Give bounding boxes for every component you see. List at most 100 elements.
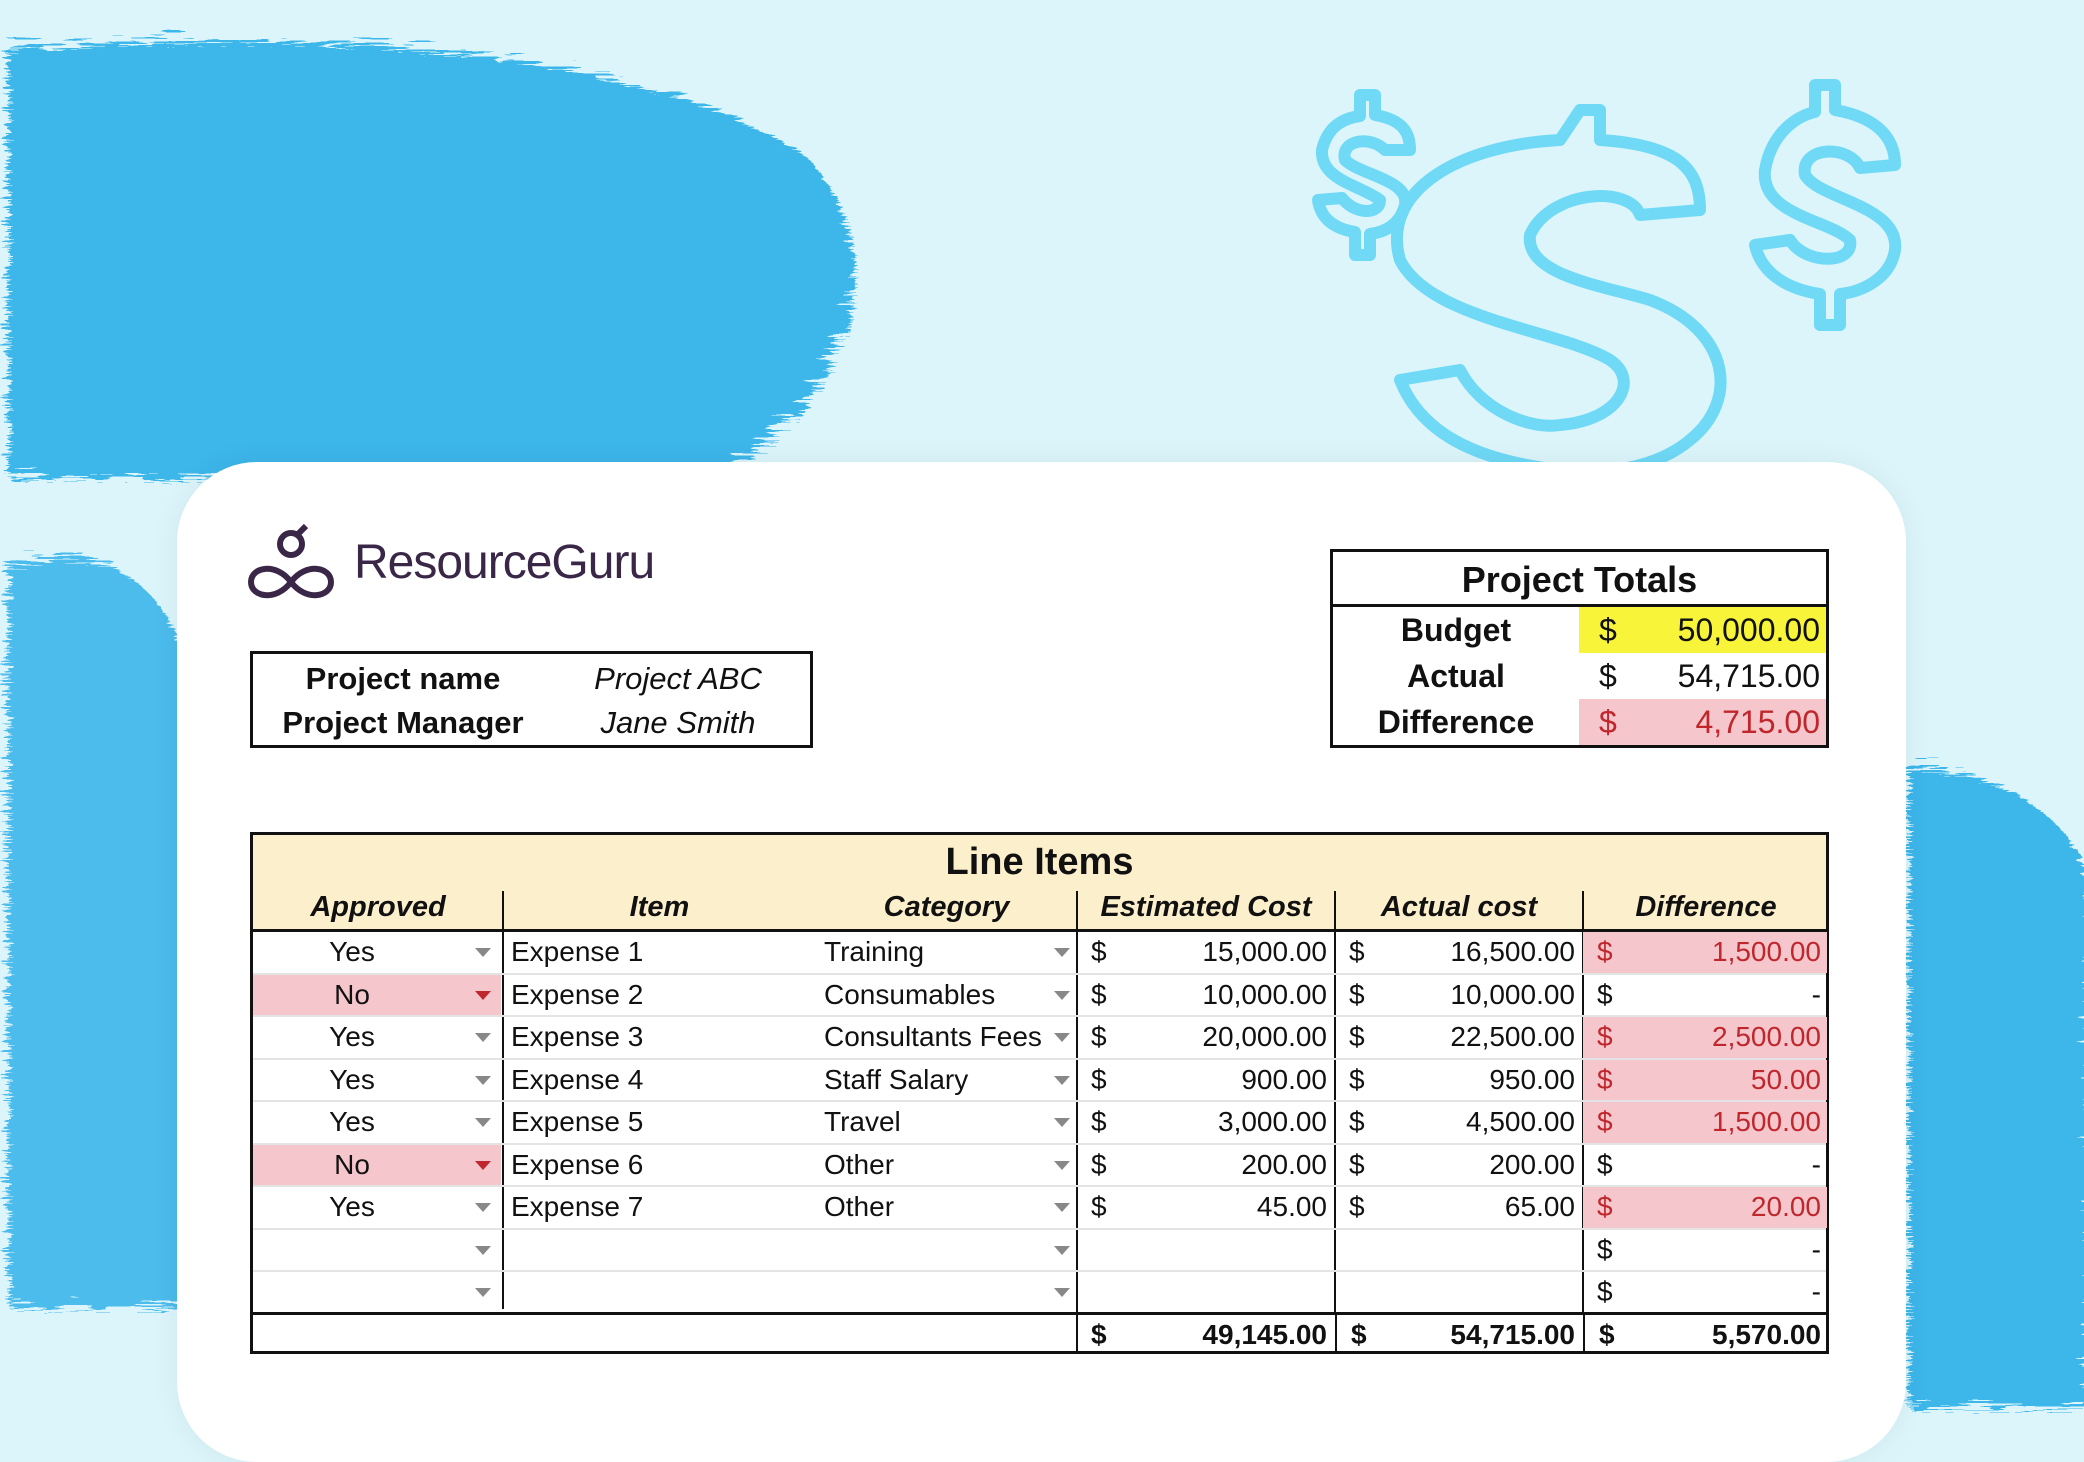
diff-cell[interactable]: $ - (1583, 1272, 1827, 1313)
currency: $ (1597, 1191, 1613, 1223)
chevron-down-icon[interactable] (475, 1118, 491, 1127)
category-dropdown[interactable]: Staff Salary (824, 1060, 1074, 1101)
approved-value: Yes (329, 1191, 375, 1223)
item-cell[interactable]: Expense 7 (511, 1191, 644, 1223)
column-header: Actual cost (1380, 891, 1538, 923)
chevron-down-icon[interactable] (475, 990, 491, 1000)
currency: $ (1091, 1021, 1107, 1053)
table-row: Yes Expense 1 Training $15,000.00 $16,500.00… (253, 932, 1827, 975)
category-dropdown[interactable]: Travel (824, 1102, 1074, 1143)
diff-cell[interactable]: $ - (1583, 1145, 1827, 1186)
diff-amount: - (1811, 1233, 1821, 1265)
approved-dropdown[interactable] (253, 1272, 501, 1313)
act-amount: 200.00 (1489, 1148, 1575, 1180)
diff-cell[interactable]: $1,500.00 (1583, 1102, 1827, 1143)
est-cell[interactable]: $45.00 (1077, 1187, 1333, 1228)
approved-dropdown[interactable]: No (253, 1144, 501, 1185)
act-cell[interactable]: $950.00 (1335, 1060, 1581, 1101)
est-cell[interactable] (1077, 1230, 1333, 1271)
project-name-value[interactable]: Project ABC (594, 660, 762, 696)
chevron-down-icon[interactable] (1054, 1075, 1070, 1085)
act-amount: 65.00 (1504, 1191, 1575, 1223)
category-dropdown[interactable]: Consultants Fees (824, 1017, 1074, 1058)
est-cell[interactable]: $3,000.00 (1077, 1102, 1333, 1143)
category-dropdown[interactable]: Other (824, 1187, 1074, 1228)
approved-dropdown[interactable]: Yes (253, 1017, 501, 1058)
currency: $ (1597, 1021, 1613, 1053)
diff-cell[interactable]: $ - (1583, 975, 1827, 1016)
project-manager-value[interactable]: Jane Smith (600, 704, 756, 740)
est-cell[interactable]: $20,000.00 (1077, 1017, 1333, 1058)
diff-cell[interactable]: $50.00 (1583, 1059, 1827, 1100)
amount[interactable]: 4,715.00 (1695, 703, 1820, 740)
chevron-down-icon[interactable] (475, 1203, 491, 1212)
currency: $ (1349, 936, 1365, 968)
category-dropdown[interactable]: Consumables (824, 975, 1074, 1016)
act-cell[interactable]: $200.00 (1335, 1145, 1581, 1186)
est-cell[interactable]: $200.00 (1077, 1145, 1333, 1186)
chevron-down-icon[interactable] (475, 1075, 491, 1085)
diff-amount: 20.00 (1750, 1191, 1821, 1223)
approved-dropdown[interactable]: Yes (253, 932, 501, 973)
est-amount: 20,000.00 (1202, 1021, 1327, 1053)
totals-label: Budget (1400, 611, 1512, 648)
column-header: Difference (1635, 891, 1777, 923)
est-cell[interactable] (1077, 1272, 1333, 1313)
est-cell[interactable]: $10,000.00 (1077, 975, 1333, 1016)
act-cell[interactable] (1335, 1230, 1581, 1271)
diff-cell[interactable]: $ - (1583, 1230, 1827, 1271)
totals-label: Actual (1407, 657, 1505, 694)
column-divider (502, 891, 504, 1309)
diff-cell[interactable]: $20.00 (1583, 1187, 1827, 1228)
chevron-down-icon[interactable] (1054, 948, 1070, 957)
approved-dropdown[interactable]: No (253, 974, 501, 1015)
diff-cell[interactable]: $2,500.00 (1583, 1017, 1827, 1058)
est-amount: 200.00 (1241, 1148, 1327, 1180)
act-cell[interactable]: $22,500.00 (1335, 1017, 1581, 1058)
chevron-down-icon[interactable] (475, 1245, 491, 1255)
act-cell[interactable]: $65.00 (1335, 1187, 1581, 1228)
approved-dropdown[interactable]: Yes (253, 1187, 501, 1228)
item-cell[interactable]: Expense 2 (511, 978, 644, 1010)
item-cell[interactable]: Expense 1 (511, 936, 644, 968)
diff-cell[interactable]: $1,500.00 (1583, 932, 1827, 973)
amount[interactable]: 50,000.00 (1677, 611, 1820, 648)
category-dropdown[interactable] (824, 1272, 1074, 1313)
chevron-down-icon[interactable] (475, 948, 491, 957)
chevron-down-icon[interactable] (1054, 1203, 1070, 1212)
act-cell[interactable]: $16,500.00 (1335, 932, 1581, 973)
act-cell[interactable] (1335, 1272, 1581, 1313)
category-dropdown[interactable]: Other (824, 1145, 1074, 1186)
chevron-down-icon[interactable] (1054, 1245, 1070, 1255)
chevron-down-icon[interactable] (1054, 1288, 1070, 1297)
est-cell[interactable]: $900.00 (1077, 1060, 1333, 1101)
category-dropdown[interactable] (824, 1230, 1074, 1271)
category-dropdown[interactable]: Training (824, 932, 1074, 973)
act-cell[interactable]: $10,000.00 (1335, 975, 1581, 1016)
approved-value: Yes (329, 1021, 375, 1053)
act-cell[interactable]: $4,500.00 (1335, 1102, 1581, 1143)
resourceguru-logo-icon (247, 523, 335, 599)
table-row: $ - (253, 1272, 1826, 1315)
item-cell[interactable]: Expense 6 (511, 1148, 644, 1180)
totals-row-actual: Actual $54,715.00 (1333, 653, 1826, 699)
column-divider (1076, 1312, 1078, 1354)
chevron-down-icon[interactable] (475, 1288, 491, 1297)
table-row: No Expense 6 Other $200.00 $200.00 $ - (253, 1144, 1827, 1187)
column-divider (1076, 891, 1078, 1354)
chevron-down-icon[interactable] (1054, 1033, 1070, 1042)
approved-dropdown[interactable]: Yes (253, 1060, 501, 1101)
amount[interactable]: 54,715.00 (1677, 657, 1820, 694)
item-cell[interactable]: Expense 3 (511, 1021, 644, 1053)
chevron-down-icon[interactable] (1054, 1160, 1070, 1170)
chevron-down-icon[interactable] (475, 1160, 491, 1170)
approved-dropdown[interactable]: Yes (253, 1102, 501, 1143)
item-cell[interactable]: Expense 5 (511, 1106, 644, 1138)
chevron-down-icon[interactable] (1054, 1118, 1070, 1127)
est-amount: 45.00 (1256, 1191, 1327, 1223)
approved-dropdown[interactable] (253, 1230, 501, 1271)
chevron-down-icon[interactable] (1054, 990, 1070, 1000)
item-cell[interactable]: Expense 4 (511, 1063, 644, 1095)
chevron-down-icon[interactable] (475, 1033, 491, 1042)
est-cell[interactable]: $15,000.00 (1077, 932, 1333, 973)
